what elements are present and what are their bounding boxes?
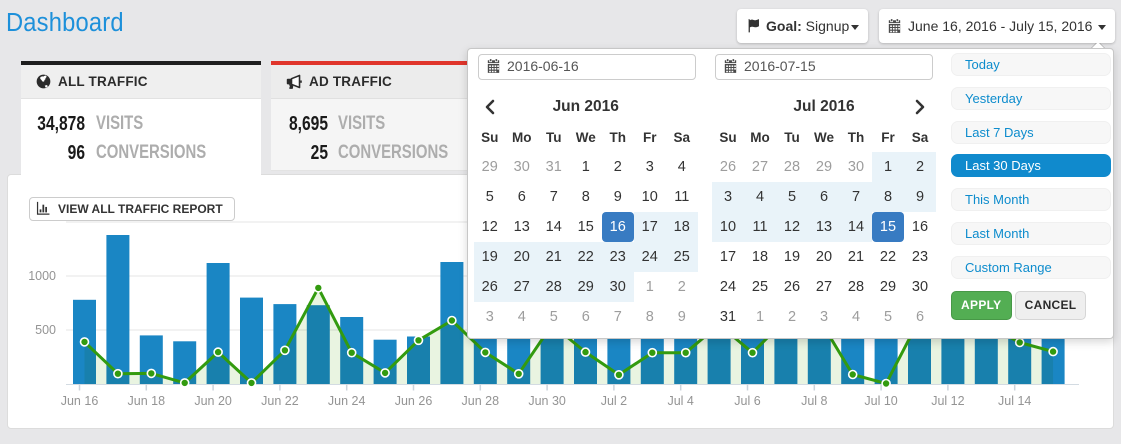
svg-text:Jun 26: Jun 26 bbox=[395, 394, 433, 408]
svg-text:Jul 12: Jul 12 bbox=[931, 394, 964, 408]
svg-text:Jun 24: Jun 24 bbox=[328, 394, 366, 408]
svg-text:Jul 6: Jul 6 bbox=[734, 394, 760, 408]
svg-text:Jul 14: Jul 14 bbox=[998, 394, 1031, 408]
svg-text:Jun 28: Jun 28 bbox=[462, 394, 500, 408]
svg-text:Jun 16: Jun 16 bbox=[61, 394, 99, 408]
svg-text:Jun 18: Jun 18 bbox=[128, 394, 166, 408]
svg-text:Jul 8: Jul 8 bbox=[801, 394, 827, 408]
svg-text:Jul 2: Jul 2 bbox=[601, 394, 627, 408]
svg-text:Jul 4: Jul 4 bbox=[667, 394, 693, 408]
svg-text:Jul 10: Jul 10 bbox=[864, 394, 897, 408]
svg-text:1000: 1000 bbox=[28, 269, 56, 283]
svg-text:Jun 20: Jun 20 bbox=[194, 394, 232, 408]
svg-text:Jun 22: Jun 22 bbox=[261, 394, 299, 408]
svg-text:Jun 30: Jun 30 bbox=[528, 394, 566, 408]
svg-text:500: 500 bbox=[35, 323, 56, 337]
